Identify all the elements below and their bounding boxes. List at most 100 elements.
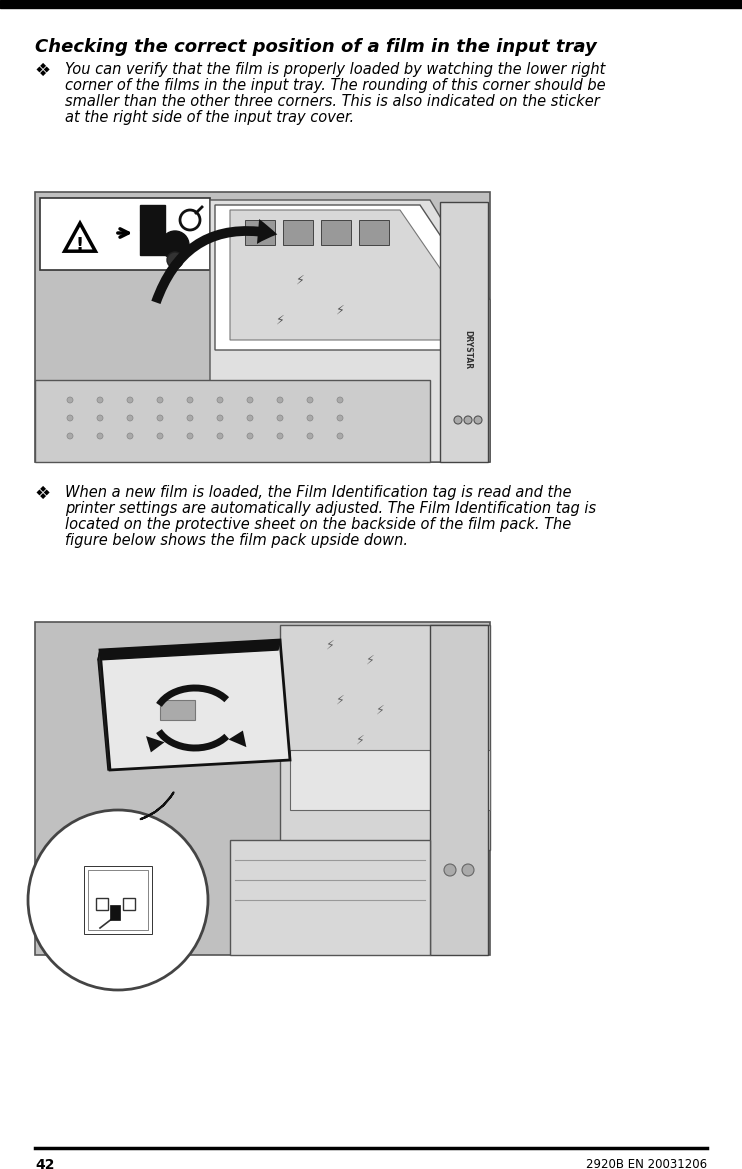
Circle shape bbox=[307, 433, 313, 440]
FancyArrowPatch shape bbox=[229, 731, 246, 747]
Bar bbox=[97, 879, 139, 921]
Polygon shape bbox=[230, 841, 430, 955]
Text: ⚡: ⚡ bbox=[335, 693, 344, 706]
Text: Checking the correct position of a film in the input tray: Checking the correct position of a film … bbox=[35, 39, 597, 56]
Circle shape bbox=[247, 415, 253, 421]
Bar bbox=[283, 220, 313, 245]
Circle shape bbox=[217, 433, 223, 440]
Circle shape bbox=[97, 397, 103, 403]
Circle shape bbox=[127, 433, 133, 440]
Circle shape bbox=[464, 416, 472, 424]
Circle shape bbox=[187, 433, 193, 440]
Bar bbox=[430, 625, 488, 955]
Circle shape bbox=[67, 415, 73, 421]
Polygon shape bbox=[210, 200, 490, 462]
Bar bbox=[359, 220, 389, 245]
Polygon shape bbox=[230, 210, 455, 340]
Text: ⚡: ⚡ bbox=[326, 638, 335, 651]
Bar bbox=[110, 892, 126, 908]
Bar bbox=[89, 871, 147, 929]
Text: You can verify that the film is properly loaded by watching the lower right: You can verify that the film is properly… bbox=[65, 62, 605, 77]
Bar bbox=[440, 202, 488, 462]
Text: 2920B EN 20031206: 2920B EN 20031206 bbox=[586, 1158, 707, 1169]
Circle shape bbox=[28, 810, 208, 990]
Text: 42: 42 bbox=[35, 1158, 54, 1169]
Polygon shape bbox=[280, 625, 490, 850]
Bar bbox=[140, 205, 165, 230]
Circle shape bbox=[157, 415, 163, 421]
Text: ⚡: ⚡ bbox=[355, 733, 364, 747]
Polygon shape bbox=[290, 750, 490, 810]
Circle shape bbox=[161, 231, 189, 260]
Bar bbox=[160, 700, 195, 720]
Bar bbox=[88, 870, 148, 931]
Text: ❖: ❖ bbox=[35, 62, 51, 79]
Circle shape bbox=[277, 397, 283, 403]
Circle shape bbox=[454, 416, 462, 424]
Bar bbox=[107, 888, 129, 911]
FancyArrowPatch shape bbox=[146, 736, 165, 753]
Bar bbox=[35, 622, 490, 955]
Polygon shape bbox=[65, 223, 96, 251]
Circle shape bbox=[307, 415, 313, 421]
Circle shape bbox=[67, 397, 73, 403]
Bar bbox=[113, 895, 123, 905]
Circle shape bbox=[167, 253, 183, 268]
Bar bbox=[104, 886, 132, 914]
Bar bbox=[321, 220, 351, 245]
Circle shape bbox=[277, 415, 283, 421]
Text: at the right side of the input tray cover.: at the right side of the input tray cove… bbox=[65, 110, 354, 125]
Text: DRYSTAR: DRYSTAR bbox=[464, 331, 473, 369]
Circle shape bbox=[187, 415, 193, 421]
FancyArrowPatch shape bbox=[141, 793, 174, 819]
Text: ⚡: ⚡ bbox=[295, 274, 304, 286]
Circle shape bbox=[474, 416, 482, 424]
Text: ❖: ❖ bbox=[35, 485, 51, 503]
Circle shape bbox=[247, 433, 253, 440]
Circle shape bbox=[337, 415, 343, 421]
Circle shape bbox=[307, 397, 313, 403]
Circle shape bbox=[277, 433, 283, 440]
Circle shape bbox=[67, 433, 73, 440]
Bar bbox=[140, 230, 165, 255]
Circle shape bbox=[217, 415, 223, 421]
Text: located on the protective sheet on the backside of the film pack. The: located on the protective sheet on the b… bbox=[65, 517, 571, 532]
Bar bbox=[100, 883, 136, 918]
Polygon shape bbox=[215, 205, 480, 350]
Text: printer settings are automatically adjusted. The Film Identification tag is: printer settings are automatically adjus… bbox=[65, 502, 596, 516]
Circle shape bbox=[444, 864, 456, 876]
Circle shape bbox=[337, 397, 343, 403]
Bar bbox=[110, 905, 120, 920]
Circle shape bbox=[187, 397, 193, 403]
Circle shape bbox=[97, 433, 103, 440]
Bar bbox=[0, 0, 742, 8]
Circle shape bbox=[127, 415, 133, 421]
Polygon shape bbox=[98, 650, 110, 770]
Text: figure below shows the film pack upside down.: figure below shows the film pack upside … bbox=[65, 533, 408, 548]
Bar bbox=[84, 866, 152, 934]
Circle shape bbox=[157, 433, 163, 440]
Circle shape bbox=[127, 397, 133, 403]
Text: ⚡: ⚡ bbox=[366, 653, 375, 666]
FancyArrowPatch shape bbox=[151, 219, 278, 304]
Circle shape bbox=[217, 397, 223, 403]
Bar bbox=[35, 192, 490, 462]
Bar bbox=[40, 198, 210, 270]
Text: When a new film is loaded, the Film Identification tag is read and the: When a new film is loaded, the Film Iden… bbox=[65, 485, 571, 500]
Bar bbox=[123, 898, 135, 909]
Text: smaller than the other three corners. This is also indicated on the sticker: smaller than the other three corners. Th… bbox=[65, 94, 600, 109]
Circle shape bbox=[462, 864, 474, 876]
Text: corner of the films in the input tray. The rounding of this corner should be: corner of the films in the input tray. T… bbox=[65, 78, 605, 94]
Bar bbox=[96, 898, 108, 909]
Circle shape bbox=[157, 397, 163, 403]
Circle shape bbox=[337, 433, 343, 440]
Text: ⚡: ⚡ bbox=[335, 304, 344, 317]
Text: !: ! bbox=[76, 236, 84, 254]
Text: ⚡: ⚡ bbox=[275, 313, 284, 326]
Polygon shape bbox=[35, 380, 430, 462]
Bar bbox=[93, 876, 143, 925]
Text: ⚡: ⚡ bbox=[375, 704, 384, 717]
Polygon shape bbox=[98, 639, 280, 660]
Polygon shape bbox=[100, 639, 290, 770]
Bar bbox=[245, 220, 275, 245]
